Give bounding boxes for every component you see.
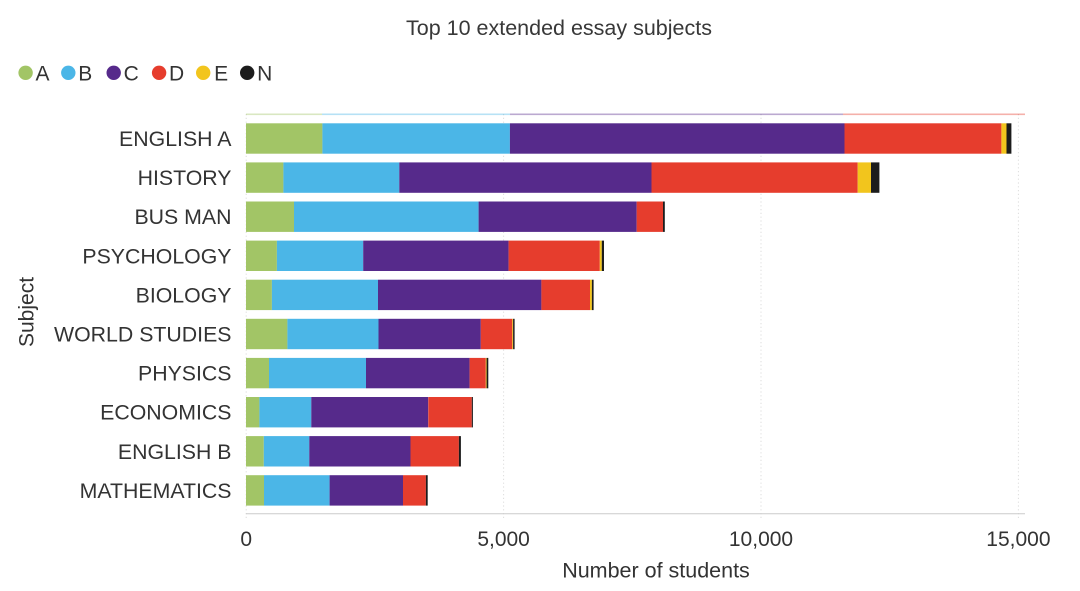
svg-text:ENGLISH A: ENGLISH A [119,127,232,151]
svg-text:5,000: 5,000 [477,528,530,551]
svg-text:Subject: Subject [16,277,39,347]
svg-text:BUS MAN: BUS MAN [134,205,231,229]
svg-text:0: 0 [240,528,252,551]
svg-text:10,000: 10,000 [729,528,793,551]
svg-text:15,000: 15,000 [986,528,1050,551]
svg-text:BIOLOGY: BIOLOGY [136,283,232,307]
svg-text:B: B [78,62,92,85]
svg-text:D: D [169,62,184,85]
svg-text:ENGLISH B: ENGLISH B [118,440,232,464]
svg-text:N: N [257,62,272,85]
svg-text:Number of students: Number of students [562,559,750,583]
svg-text:PSYCHOLOGY: PSYCHOLOGY [82,244,231,268]
svg-text:C: C [124,62,139,85]
svg-text:PHYSICS: PHYSICS [138,362,232,386]
svg-text:HISTORY: HISTORY [138,166,232,190]
svg-text:A: A [36,62,50,85]
svg-text:E: E [214,62,228,85]
svg-text:MATHEMATICS: MATHEMATICS [80,479,232,503]
svg-text:ECONOMICS: ECONOMICS [100,401,231,425]
svg-text:Top 10 extended essay subjects: Top 10 extended essay subjects [406,16,712,40]
svg-text:WORLD STUDIES: WORLD STUDIES [54,323,232,347]
